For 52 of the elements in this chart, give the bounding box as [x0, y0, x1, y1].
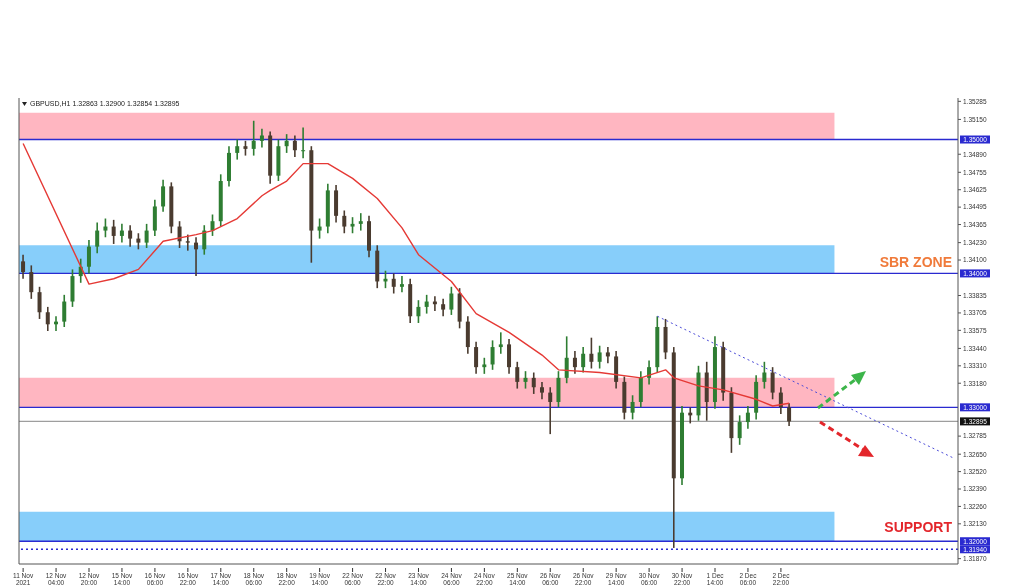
candlestick	[424, 294, 429, 315]
candlestick	[589, 336, 594, 370]
candlestick	[449, 286, 454, 316]
candlestick	[572, 350, 577, 375]
candlestick	[515, 361, 520, 390]
candlestick	[474, 340, 479, 375]
candlestick	[128, 224, 133, 248]
candlestick	[284, 133, 289, 154]
candlestick	[630, 394, 635, 421]
candlestick	[745, 405, 750, 430]
candlestick	[29, 264, 34, 300]
annotation: SUPPORT	[884, 519, 952, 535]
candlestick	[787, 402, 792, 427]
candlestick	[144, 223, 149, 249]
candlestick	[161, 178, 166, 213]
candlestick	[103, 217, 108, 239]
candlestick	[548, 386, 553, 435]
annotation: SBR ZONE	[879, 254, 952, 270]
candlestick	[111, 219, 116, 245]
candlestick	[62, 294, 67, 328]
candlestick	[45, 306, 50, 332]
candlestick	[301, 126, 306, 160]
candlestick	[770, 366, 775, 401]
candlestick	[531, 371, 536, 395]
candlestick	[490, 339, 495, 371]
candlestick	[647, 359, 652, 386]
candlestick	[317, 217, 322, 240]
candlestick	[762, 361, 767, 390]
candlestick	[119, 223, 124, 244]
candlestick	[21, 253, 26, 280]
candlestick	[399, 275, 404, 293]
candlestick	[564, 335, 569, 385]
candlestick	[737, 414, 742, 446]
candlestick	[259, 128, 264, 149]
candlestick	[251, 119, 256, 157]
candlestick	[507, 338, 512, 375]
candlestick	[358, 212, 363, 232]
candlestick	[342, 209, 347, 235]
candlestick	[37, 286, 42, 320]
candlestick	[292, 134, 297, 158]
candlestick	[605, 346, 610, 364]
candlestick	[235, 138, 240, 161]
candlestick	[597, 344, 602, 370]
candlestick	[95, 221, 100, 255]
line-series	[22, 142, 790, 407]
candlestick	[416, 299, 421, 324]
candlestick	[86, 239, 91, 275]
candlestick	[581, 346, 586, 374]
candlestick	[185, 233, 190, 252]
candlestick	[210, 213, 215, 237]
candlestick	[391, 272, 396, 295]
candlestick	[498, 331, 503, 355]
